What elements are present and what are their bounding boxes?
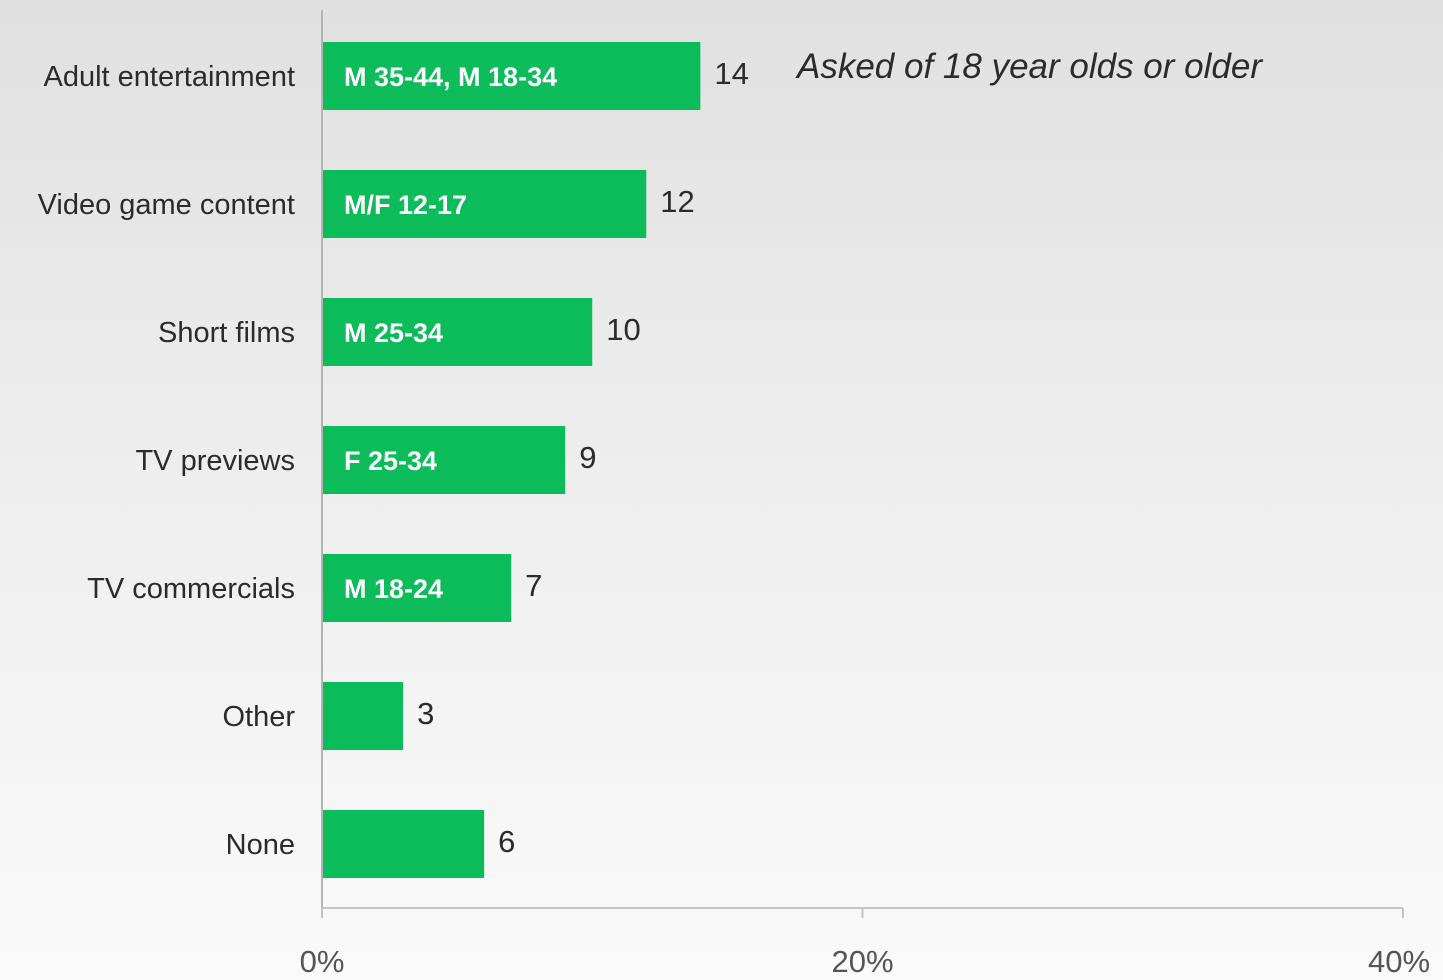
x-tick-label: 0%: [300, 944, 345, 979]
category-label: Other: [222, 701, 295, 733]
value-label: 14: [714, 56, 748, 91]
category-label: Short films: [158, 317, 295, 349]
x-tick-label: 20%: [831, 944, 893, 979]
x-ticks-layer: 0% 20% 40%: [300, 908, 1430, 979]
chart-note: Asked of 18 year olds or older: [795, 47, 1263, 86]
value-label: 7: [525, 568, 542, 603]
bar: [323, 170, 647, 238]
category-label: TV commercials: [87, 573, 295, 605]
category-label: Video game content: [38, 189, 295, 221]
value-label: 9: [579, 440, 596, 475]
value-label: 6: [498, 824, 515, 859]
value-label: 3: [417, 696, 434, 731]
value-label: 10: [606, 312, 640, 347]
bar: [323, 298, 593, 366]
category-label: Adult entertainment: [44, 61, 295, 93]
bar: [323, 682, 404, 750]
value-label: 12: [660, 184, 694, 219]
x-tick-label: 40%: [1368, 944, 1430, 979]
category-label: TV previews: [135, 445, 295, 477]
bar-annotation: M/F 12-17: [344, 190, 467, 220]
bar-annotation: M 35-44, M 18-34: [344, 62, 557, 92]
bar-annotation: F 25-34: [344, 446, 437, 476]
bar-annotation: M 25-34: [344, 318, 443, 348]
bar: [323, 554, 512, 622]
bar: [323, 810, 485, 878]
bar: [323, 426, 566, 494]
category-label: None: [226, 829, 295, 861]
bar: [323, 42, 701, 110]
bars-layer: Adult entertainment M 35-44, M 18-34 14 Vid…: [38, 42, 749, 878]
bar-annotation: M 18-24: [344, 574, 443, 604]
